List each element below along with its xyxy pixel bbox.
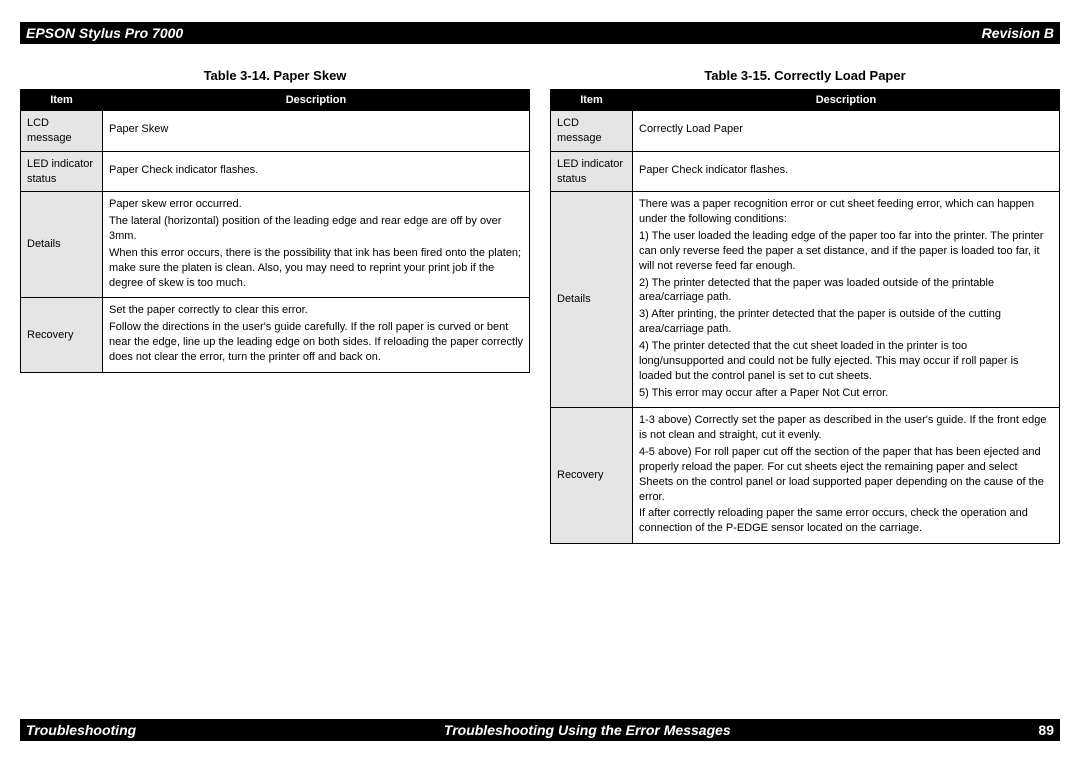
left-column: Table 3-14. Paper Skew Item Description …	[20, 68, 530, 713]
footer-left: Troubleshooting	[26, 722, 136, 738]
row-label: LED indicator status	[21, 151, 103, 192]
row-label: Recovery	[21, 298, 103, 372]
description-paragraph: Paper Skew	[109, 122, 523, 137]
row-description: Paper Check indicator flashes.	[103, 151, 530, 192]
right-table-title: Table 3-15. Correctly Load Paper	[550, 68, 1060, 83]
row-description: There was a paper recognition error or c…	[633, 192, 1060, 408]
table-row: Recovery Set the paper correctly to clear…	[21, 298, 530, 372]
description-paragraph: Correctly Load Paper	[639, 122, 1053, 137]
col-header-item: Item	[551, 90, 633, 111]
header-left: EPSON Stylus Pro 7000	[26, 25, 183, 41]
row-label: Details	[551, 192, 633, 408]
description-paragraph: 4-5 above) For roll paper cut off the se…	[639, 445, 1053, 504]
table-row: LCD message Correctly Load Paper	[551, 111, 1060, 152]
description-paragraph: 2) The printer detected that the paper w…	[639, 276, 1053, 306]
table-row: Details Paper skew error occurred. The lat…	[21, 192, 530, 298]
description-paragraph: There was a paper recognition error or c…	[639, 197, 1053, 227]
description-paragraph: 3) After printing, the printer detected …	[639, 307, 1053, 337]
description-paragraph: 5) This error may occur after a Paper No…	[639, 386, 1053, 401]
header-bar: EPSON Stylus Pro 7000 Revision B	[20, 22, 1060, 44]
row-description: Paper Check indicator flashes.	[633, 151, 1060, 192]
footer-page: 89	[1038, 722, 1054, 738]
description-paragraph: Set the paper correctly to clear this er…	[109, 303, 523, 318]
description-paragraph: Paper Check indicator flashes.	[109, 163, 523, 178]
row-description: 1-3 above) Correctly set the paper as de…	[633, 408, 1060, 544]
table-row: DetailsThere was a paper recognition err…	[551, 192, 1060, 408]
content-area: Table 3-14. Paper Skew Item Description …	[20, 50, 1060, 713]
right-column: Table 3-15. Correctly Load Paper Item De…	[550, 68, 1060, 713]
description-paragraph: When this error occurs, there is the pos…	[109, 246, 523, 291]
description-paragraph: If after correctly reloading paper the s…	[639, 506, 1053, 536]
footer-bar: Troubleshooting Troubleshooting Using th…	[20, 719, 1060, 741]
description-paragraph: Follow the directions in the user's guid…	[109, 320, 523, 365]
row-label: LCD message	[21, 111, 103, 152]
row-label: LCD message	[551, 111, 633, 152]
row-description: Set the paper correctly to clear this er…	[103, 298, 530, 372]
description-paragraph: The lateral (horizontal) position of the…	[109, 214, 523, 244]
row-description: Paper skew error occurred. The lateral (h…	[103, 192, 530, 298]
left-table-title: Table 3-14. Paper Skew	[20, 68, 530, 83]
table-row: LED indicator status Paper Check indicato…	[21, 151, 530, 192]
row-label: Recovery	[551, 408, 633, 544]
right-table: Item Description LCD message Correctly Lo…	[550, 89, 1060, 544]
row-description: Correctly Load Paper	[633, 111, 1060, 152]
table-row: LED indicator status Paper Check indicato…	[551, 151, 1060, 192]
row-description: Paper Skew	[103, 111, 530, 152]
col-header-desc: Description	[103, 90, 530, 111]
col-header-item: Item	[21, 90, 103, 111]
table-row: Recovery1-3 above) Correctly set the pap…	[551, 408, 1060, 544]
header-right: Revision B	[982, 25, 1054, 41]
row-label: Details	[21, 192, 103, 298]
left-table: Item Description LCD message Paper Skew LE…	[20, 89, 530, 373]
table-row: LCD message Paper Skew	[21, 111, 530, 152]
row-label: LED indicator status	[551, 151, 633, 192]
col-header-desc: Description	[633, 90, 1060, 111]
description-paragraph: 4) The printer detected that the cut she…	[639, 339, 1053, 384]
footer-center: Troubleshooting Using the Error Messages	[136, 722, 1038, 738]
description-paragraph: 1-3 above) Correctly set the paper as de…	[639, 413, 1053, 443]
description-paragraph: 1) The user loaded the leading edge of t…	[639, 229, 1053, 274]
description-paragraph: Paper skew error occurred.	[109, 197, 523, 212]
description-paragraph: Paper Check indicator flashes.	[639, 163, 1053, 178]
